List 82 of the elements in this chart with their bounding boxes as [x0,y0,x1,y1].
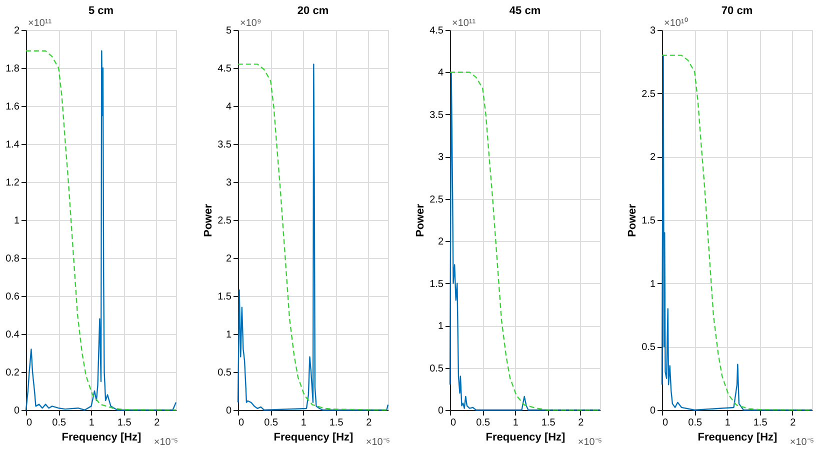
y-tick-label: 0.5 [430,363,444,374]
y-tick-label: 1.6 [6,102,20,112]
x-tick-label: 1.5 [329,418,344,428]
y-tick-label: 0 [14,406,20,416]
y-tick-label: 0 [438,406,444,416]
text: ×10⁹ [240,18,262,29]
y-axis-title: Power [414,203,427,238]
y-tick-label: 0.2 [6,368,20,378]
y-axis-title: Power [626,203,639,238]
chart-title: 20 cm [297,5,329,17]
x-tick-label: 1.5 [753,418,768,428]
y-tick-label: 1 [438,321,444,332]
y-tick-label: 3 [226,178,232,188]
x-tick-label: 2 [578,418,584,428]
y-tick-label: 0.4 [6,330,20,340]
x-tick-label: 2 [366,418,372,428]
text: ×10⁻⁵ [154,437,178,448]
x-axis-title: Frequency [Hz] [274,432,354,444]
x-tick-label: 0 [26,418,32,428]
y-tick-label: 2.5 [218,216,232,226]
y-tick-label: 0.8 [6,254,20,264]
x-tick-label: 1 [724,418,731,428]
x-tick-label: 0 [238,418,244,428]
x-tick-label: 0.5 [688,418,702,428]
line-series [449,72,601,411]
y-tick-label: 3.5 [218,140,232,150]
chart-title: 45 cm [509,5,541,17]
y-tick-label: 1.5 [430,278,444,290]
line-series [661,54,813,411]
y-tick-label: 4 [438,68,444,79]
y-tick-label: 0.6 [6,292,20,302]
line-series [237,64,389,411]
y-tick-label: 5 [226,26,232,36]
x-tick-label: 1 [512,418,519,428]
y-tick-label: 4 [226,102,232,112]
y-tick-label: 2 [14,26,20,36]
x-axis-title: Frequency [Hz] [486,432,566,444]
y-tick-label: 3 [438,152,444,164]
x-tick-label: 0 [450,418,456,428]
line-series [25,50,177,411]
text: ×10¹¹ [452,18,476,29]
y-tick-label: 0 [226,406,232,416]
y-axis-title: Power [202,203,215,238]
y-tick-label: 1.8 [6,64,20,74]
chart-title: 70 cm [721,5,753,17]
x-tick-label: 1.5 [117,418,132,428]
y-tick-label: 0 [650,406,656,416]
y-tick-label: 1 [226,330,232,340]
x-tick-label: 0.5 [52,418,66,428]
text: ×10⁻⁵ [790,437,814,448]
y-tick-label: 1.4 [6,140,20,150]
y-tick-label: 2 [226,254,232,264]
x-tick-label: 1.5 [541,418,556,428]
x-tick-label: 2 [790,418,796,428]
y-tick-label: 2 [438,236,444,248]
y-tick-label: 1 [14,216,20,226]
y-tick-label: 1 [650,278,656,290]
x-tick-label: 2 [154,418,160,428]
x-axis-title: Frequency [Hz] [62,432,142,444]
chart-title: 5 cm [88,5,114,17]
x-tick-label: 0.5 [264,418,278,428]
y-tick-label: 0.5 [642,342,656,354]
y-tick-label: 1.5 [218,292,232,302]
x-tick-label: 1 [88,418,95,428]
y-tick-label: 2.5 [430,194,444,206]
y-tick-label: 2 [650,152,656,164]
x-tick-label: 0.5 [476,418,490,428]
text: ×10¹¹ [28,18,52,29]
y-tick-label: 1.5 [642,216,656,226]
text: ×10⁻⁵ [578,437,602,448]
y-tick-label: 4.5 [430,26,444,36]
x-tick-label: 0 [662,418,668,428]
text: ×10¹⁰ [664,17,688,29]
x-tick-label: 1 [300,418,307,428]
y-tick-label: 2.5 [642,88,656,100]
y-tick-label: 4.5 [218,64,232,74]
y-tick-label: 1.2 [6,178,20,188]
y-tick-label: 0.5 [218,368,232,378]
y-tick-label: 3.5 [430,110,444,121]
text: ×10⁻⁵ [366,437,390,448]
y-tick-label: 3 [650,26,656,36]
x-axis-title: Frequency [Hz] [698,432,778,444]
